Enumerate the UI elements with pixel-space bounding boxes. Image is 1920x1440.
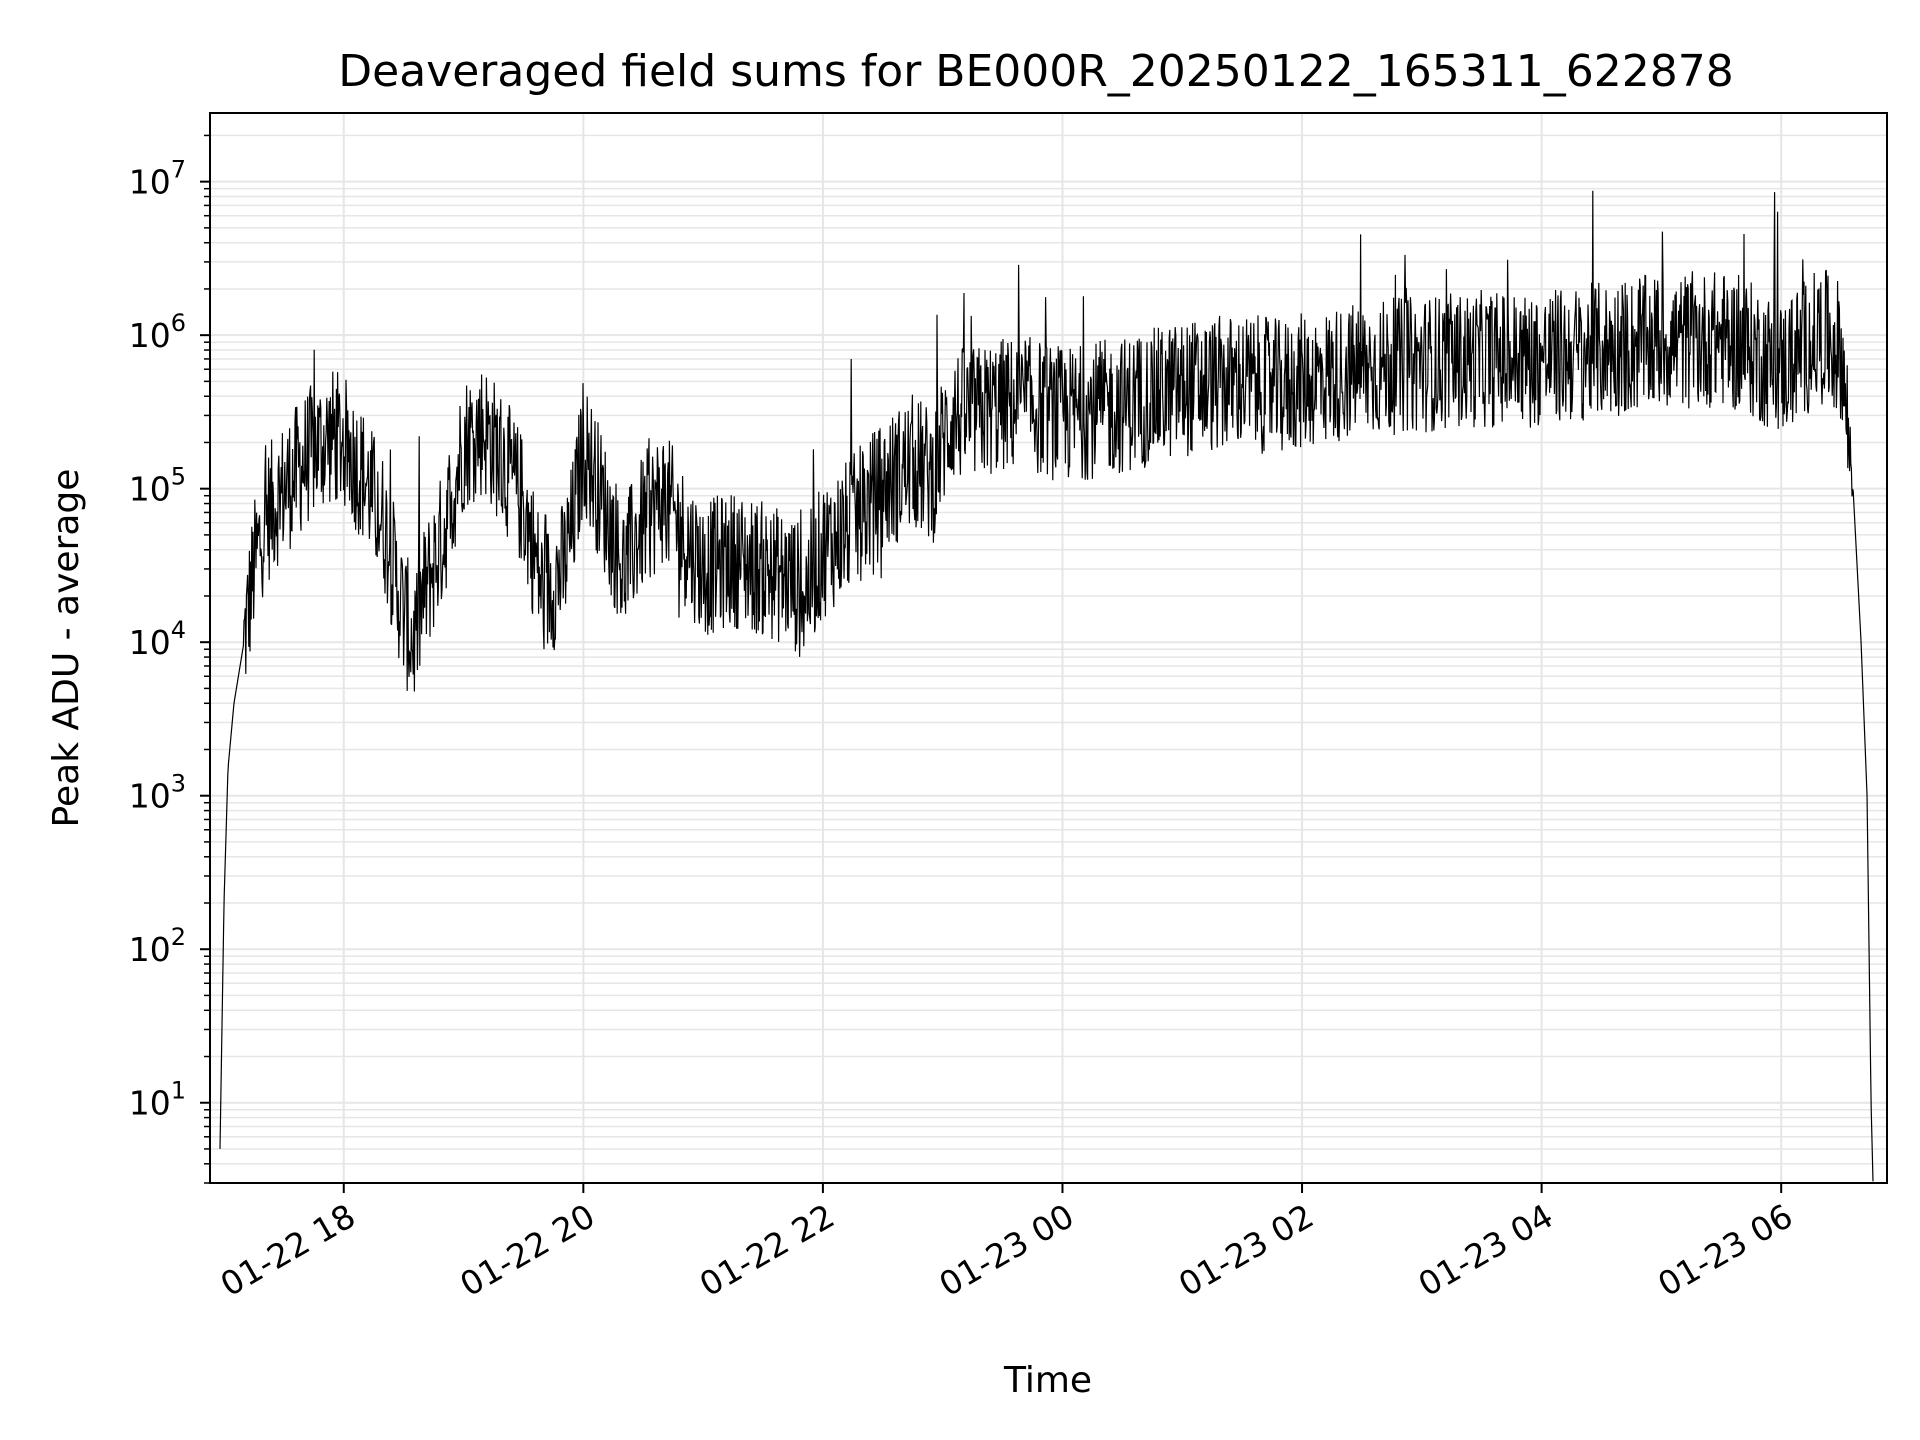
y-tick-label: 103 xyxy=(129,770,186,816)
y-tick-label: 106 xyxy=(129,309,186,355)
y-axis-ticks: 101 102 103 104 105 106 107 xyxy=(129,134,210,1184)
y-tick-label: 105 xyxy=(129,463,186,509)
y-tick-label: 102 xyxy=(129,923,186,969)
y-tick-label: 104 xyxy=(129,616,186,662)
x-tick-label: 01-22 20 xyxy=(453,1196,601,1304)
x-axis-label: Time xyxy=(1003,1360,1092,1401)
x-tick-label: 01-23 06 xyxy=(1651,1196,1799,1304)
grid xyxy=(210,113,1887,1184)
y-axis-label: Peak ADU - average xyxy=(46,469,87,828)
x-tick-label: 01-23 04 xyxy=(1412,1196,1560,1304)
y-tick-label: 107 xyxy=(129,156,186,202)
y-tick-label: 101 xyxy=(129,1077,186,1123)
x-tick-label: 01-23 00 xyxy=(932,1196,1080,1304)
plot-frame xyxy=(209,112,1888,1184)
chart-title: Deaveraged field sums for BE000R_2025012… xyxy=(338,46,1733,97)
x-tick-label: 01-22 22 xyxy=(693,1196,841,1304)
x-axis-ticks: 01-22 18 01-22 20 01-22 22 01-23 00 01-23 02… xyxy=(214,1183,1799,1304)
x-tick-label: 01-23 02 xyxy=(1172,1196,1320,1304)
data-line-group xyxy=(219,190,1876,1184)
data-line xyxy=(219,190,1874,1182)
x-tick-label: 01-22 18 xyxy=(214,1196,362,1304)
